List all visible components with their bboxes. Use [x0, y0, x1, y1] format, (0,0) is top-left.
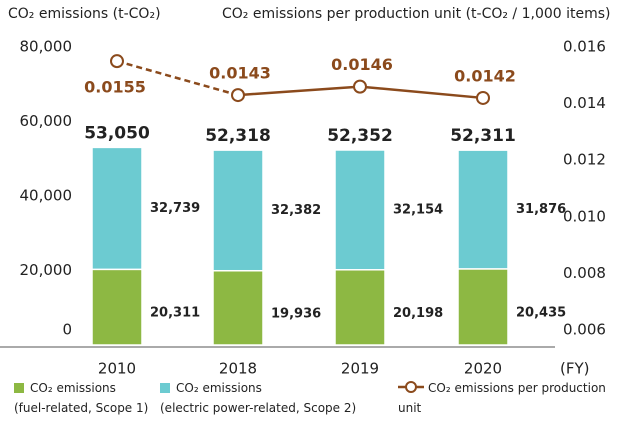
- bar-segment: [212, 269, 264, 346]
- line-point: [110, 54, 124, 69]
- line-value-label: 0.0146: [331, 55, 393, 74]
- total-label: 52,311: [450, 126, 516, 146]
- bar-value-label: 19,936: [271, 306, 321, 321]
- y-tick-label: 20,000: [20, 261, 73, 279]
- bar-segment: [212, 149, 264, 272]
- y2-tick-label: 0.014: [563, 94, 606, 112]
- total-label: 52,352: [327, 126, 393, 146]
- legend-note: (fuel-related, Scope 1): [14, 401, 149, 415]
- bar-value-label: 20,198: [393, 306, 443, 321]
- legend-swatch: [160, 383, 170, 393]
- bar-segment: [91, 268, 143, 346]
- line-value-label: 0.0155: [84, 78, 146, 97]
- x-tick-label: 2019: [341, 360, 379, 378]
- y2-tick-label: 0.010: [563, 207, 606, 225]
- bar-segment: [457, 149, 509, 270]
- total-label: 52,318: [205, 126, 271, 146]
- bar-value-label: 20,311: [150, 306, 200, 321]
- x-tick-label: 2020: [464, 360, 502, 378]
- legend-label: CO₂ emissions per production unit: [398, 381, 606, 415]
- line-point: [231, 88, 245, 103]
- x-tick-label: 2010: [98, 360, 136, 378]
- y-axis-title: CO₂ emissions (t-CO₂): [8, 6, 161, 22]
- y2-axis-title: CO₂ emissions per production unit (t-CO₂…: [222, 6, 611, 22]
- bar-segment: [334, 269, 386, 346]
- bar-segment: [457, 268, 509, 346]
- bar-segment: [91, 146, 143, 271]
- y-tick-label: 60,000: [20, 112, 73, 130]
- legend-icon: [398, 381, 424, 393]
- legend-item: CO₂ emissions (electric power-related, Sc…: [160, 378, 356, 418]
- line-segment-dashed: [116, 59, 239, 97]
- y2-tick-label: 0.016: [563, 38, 606, 56]
- y2-tick-label: 0.012: [563, 151, 606, 169]
- legend-item: CO₂ emissions per production unit: [398, 378, 627, 418]
- y2-tick-label: 0.006: [563, 321, 606, 339]
- y2-tick-label: 0.008: [563, 264, 606, 282]
- bar-value-label: 32,739: [150, 201, 200, 216]
- bar-segment: [334, 149, 386, 271]
- y-tick-label: 0: [62, 321, 72, 339]
- legend-label: CO₂ emissions: [30, 381, 116, 395]
- line-point: [353, 79, 367, 94]
- legend-item: CO₂ emissions (fuel-related, Scope 1): [14, 378, 148, 418]
- bar-value-label: 20,435: [516, 305, 566, 320]
- line-point: [476, 90, 490, 105]
- y-tick-label: 80,000: [20, 38, 73, 56]
- bar-value-label: 31,876: [516, 202, 566, 217]
- legend-note: (electric power-related, Scope 2): [160, 401, 357, 415]
- y-tick-label: 40,000: [20, 187, 73, 205]
- x-unit: (FY): [560, 360, 590, 378]
- bar-value-label: 32,382: [271, 203, 321, 218]
- line-value-label: 0.0142: [454, 66, 516, 85]
- legend-label: CO₂ emissions: [176, 381, 262, 395]
- legend-swatch: [14, 383, 24, 393]
- line-value-label: 0.0143: [209, 64, 271, 83]
- total-label: 53,050: [84, 123, 150, 143]
- bar-value-label: 32,154: [393, 202, 443, 217]
- x-tick-label: 2018: [219, 360, 257, 378]
